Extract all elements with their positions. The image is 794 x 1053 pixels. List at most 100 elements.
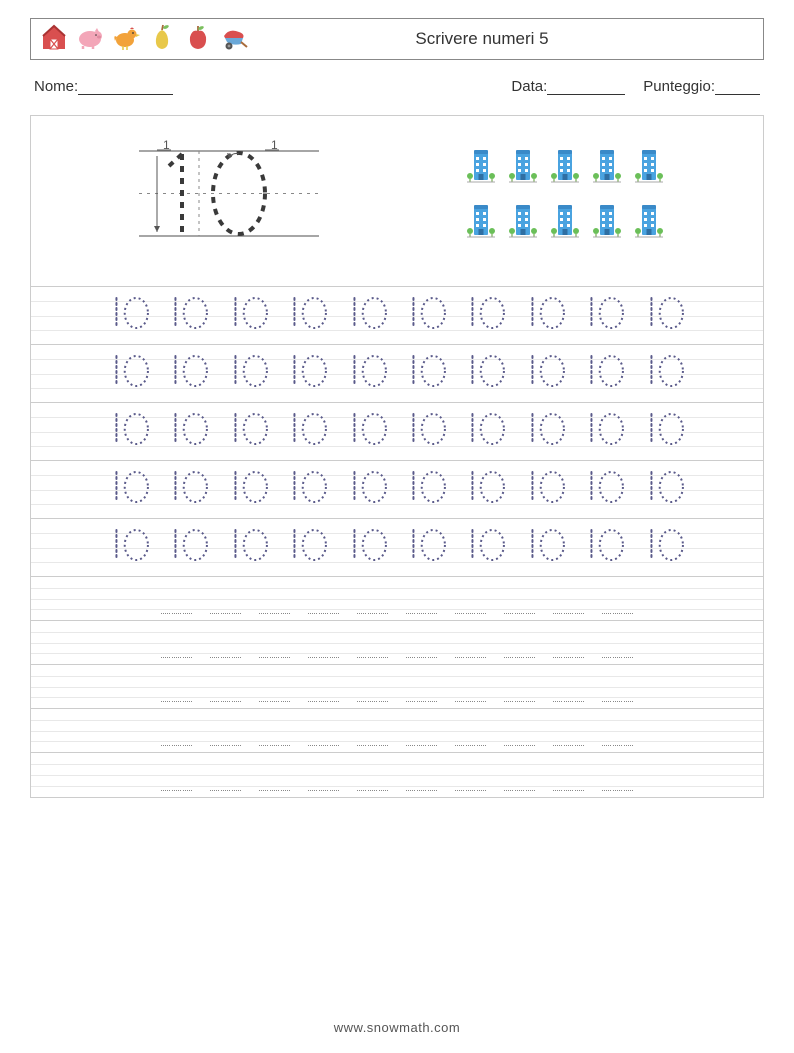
barn-icon <box>39 22 69 57</box>
trace-number <box>406 295 447 336</box>
trace-number <box>644 527 685 568</box>
trace-number <box>347 295 388 336</box>
write-placeholder <box>553 745 584 746</box>
building-icon <box>465 203 497 244</box>
write-placeholder <box>455 657 486 658</box>
write-placeholder <box>602 790 633 791</box>
write-placeholder <box>602 701 633 702</box>
write-placeholder <box>602 657 633 658</box>
trace-number <box>584 411 625 452</box>
building-icon <box>507 148 539 189</box>
name-blank[interactable] <box>78 78 173 95</box>
trace-number <box>109 469 150 510</box>
write-placeholder <box>553 657 584 658</box>
write-placeholder <box>406 701 437 702</box>
trace-number <box>347 469 388 510</box>
trace-row[interactable] <box>31 519 763 577</box>
trace-number <box>584 527 625 568</box>
write-placeholder <box>161 657 192 658</box>
write-placeholder <box>161 745 192 746</box>
score-blank[interactable] <box>715 78 760 95</box>
building-icon <box>633 203 665 244</box>
write-placeholder <box>455 613 486 614</box>
blank-row[interactable] <box>31 665 763 709</box>
pig-icon <box>75 22 105 57</box>
object-row <box>465 203 665 244</box>
trace-row[interactable] <box>31 287 763 345</box>
trace-number <box>168 295 209 336</box>
trace-number <box>465 353 506 394</box>
trace-number <box>228 527 269 568</box>
apple-icon <box>183 22 213 57</box>
blank-row[interactable] <box>31 621 763 665</box>
blank-row[interactable] <box>31 753 763 797</box>
trace-number <box>228 353 269 394</box>
blank-row[interactable] <box>31 577 763 621</box>
counting-objects <box>397 136 733 256</box>
trace-row[interactable] <box>31 345 763 403</box>
trace-number <box>109 527 150 568</box>
trace-number <box>228 411 269 452</box>
write-placeholder <box>259 613 290 614</box>
trace-number <box>347 527 388 568</box>
write-placeholder <box>406 745 437 746</box>
write-placeholder <box>455 745 486 746</box>
write-placeholder <box>406 657 437 658</box>
trace-number <box>584 353 625 394</box>
trace-number <box>109 411 150 452</box>
trace-number <box>228 469 269 510</box>
trace-number <box>584 295 625 336</box>
date-label: Data: <box>511 78 547 95</box>
date-blank[interactable] <box>547 78 625 95</box>
trace-number <box>406 411 447 452</box>
write-placeholder <box>308 790 339 791</box>
trace-number <box>525 295 566 336</box>
write-placeholder <box>406 613 437 614</box>
building-icon <box>633 148 665 189</box>
trace-number <box>287 295 328 336</box>
write-placeholder <box>357 657 388 658</box>
trace-number <box>644 411 685 452</box>
trace-row[interactable] <box>31 461 763 519</box>
building-icon <box>465 148 497 189</box>
info-line: Nome: Data: Punteggio: <box>30 78 764 95</box>
write-placeholder <box>161 790 192 791</box>
blank-row[interactable] <box>31 709 763 753</box>
write-placeholder <box>210 745 241 746</box>
trace-number <box>644 295 685 336</box>
trace-row[interactable] <box>31 403 763 461</box>
demo-section: 1 1 <box>31 116 763 287</box>
write-placeholder <box>553 701 584 702</box>
write-placeholder <box>504 657 535 658</box>
write-placeholder <box>602 613 633 614</box>
write-placeholder <box>259 745 290 746</box>
trace-number <box>168 527 209 568</box>
footer-url: www.snowmath.com <box>0 1020 794 1035</box>
name-label: Nome: <box>34 78 78 95</box>
trace-number <box>525 527 566 568</box>
trace-number <box>109 353 150 394</box>
trace-number <box>525 353 566 394</box>
building-icon <box>549 148 581 189</box>
write-placeholder <box>210 613 241 614</box>
write-placeholder <box>308 613 339 614</box>
write-placeholder <box>357 613 388 614</box>
write-placeholder <box>357 745 388 746</box>
building-icon <box>591 203 623 244</box>
trace-number <box>406 469 447 510</box>
building-icon <box>507 203 539 244</box>
pear-icon <box>147 22 177 57</box>
write-placeholder <box>210 657 241 658</box>
stroke-demo: 1 1 <box>61 136 397 256</box>
write-placeholder <box>259 790 290 791</box>
wheelbarrow-icon <box>219 22 249 57</box>
write-placeholder <box>553 613 584 614</box>
worksheet-area: 1 1 <box>30 115 764 798</box>
write-placeholder <box>406 790 437 791</box>
trace-number <box>525 411 566 452</box>
trace-number <box>584 469 625 510</box>
write-placeholder <box>308 657 339 658</box>
write-placeholder <box>161 701 192 702</box>
trace-number <box>228 295 269 336</box>
trace-number <box>347 411 388 452</box>
